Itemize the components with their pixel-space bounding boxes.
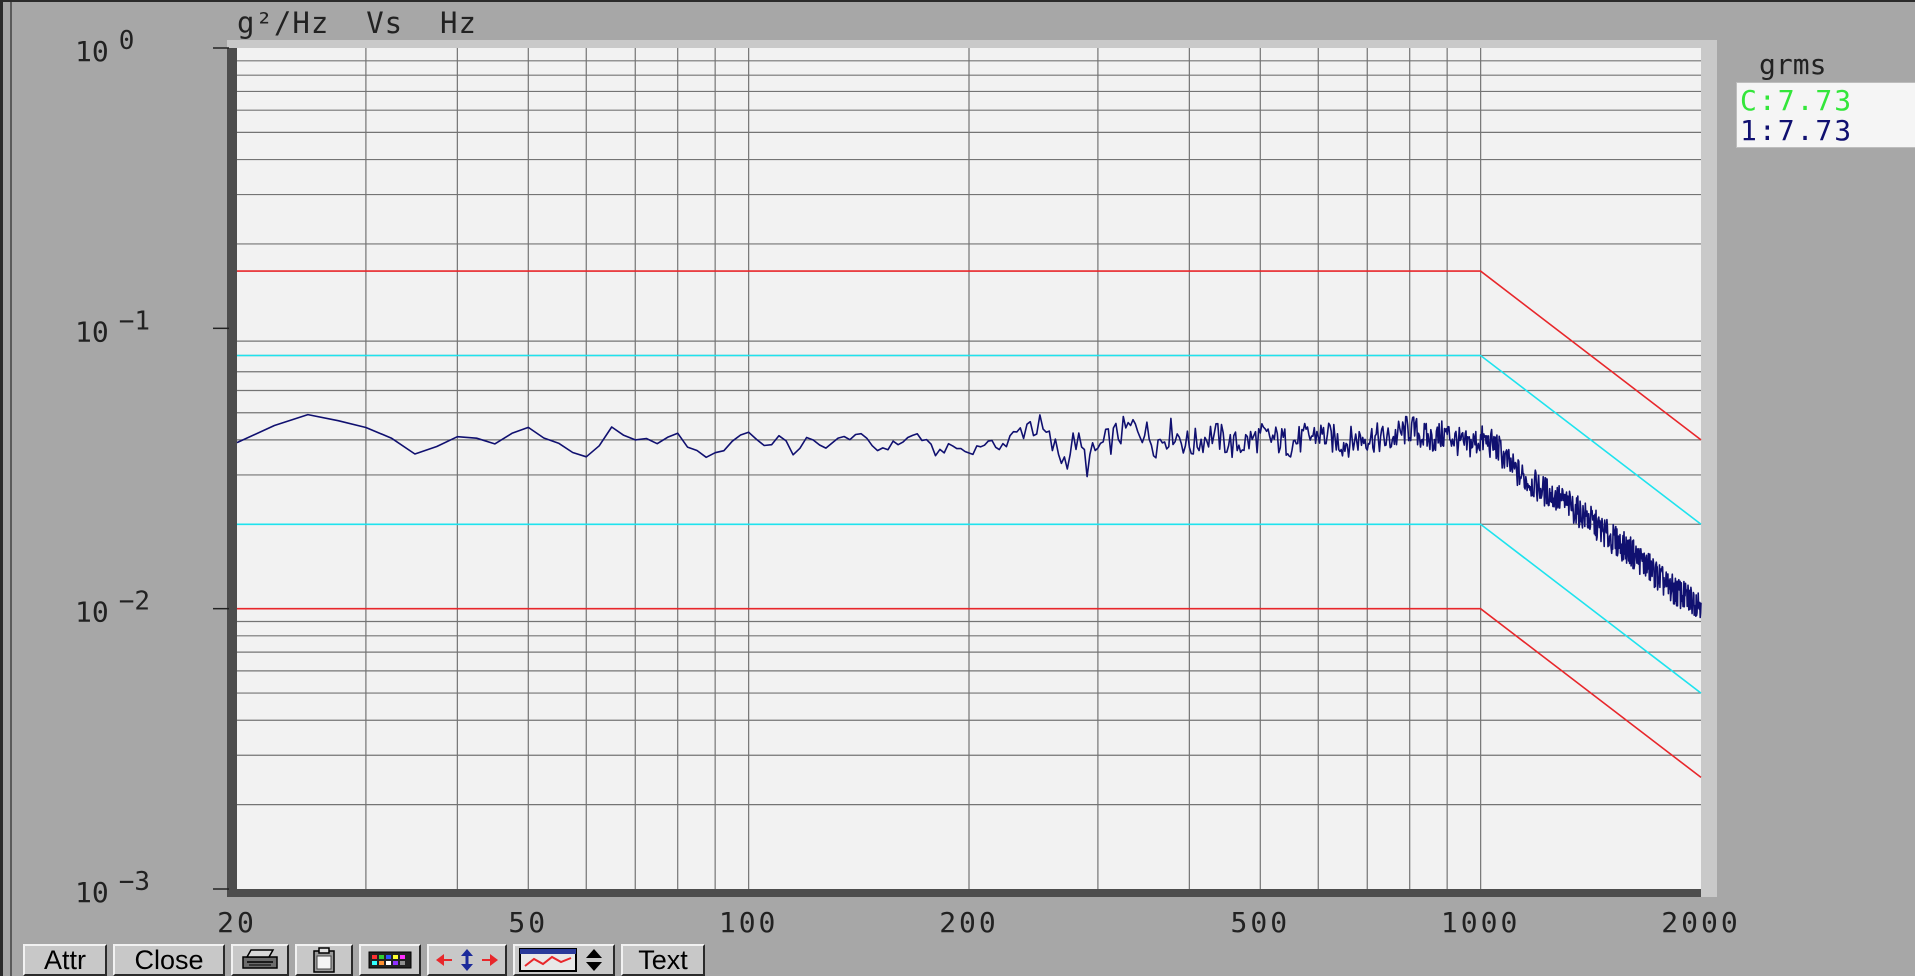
limit-line-abort-high [237,270,1702,441]
series-line-1 [236,413,1702,619]
legend-title: grms [1759,48,1827,81]
y-tick-label: 10 −3 [75,867,150,909]
clipboard-icon [313,947,335,973]
legend-box: C:7.73 1:7.73 [1736,82,1915,148]
printer-icon [242,949,278,969]
plot-settings-button[interactable] [513,944,615,976]
x-tick-label: 200 [939,906,999,939]
color-palette-icon [368,951,412,969]
plot-settings-icon [519,948,602,972]
x-tick-label: 500 [1231,906,1291,939]
y-tick-label: 10 0 [75,26,134,68]
limit-line-alarm-low [237,523,1702,694]
plot-frame-right [1701,40,1717,897]
color-palette-button[interactable] [359,944,421,976]
x-tick-label: 1000 [1441,906,1520,939]
plot-frame-bottom-shadow [227,889,1717,897]
text-button-label: Text [638,944,688,975]
plot-toolbar: Attr Close [23,944,705,976]
window-left-rule [10,2,12,976]
clipboard-button[interactable] [295,944,353,976]
x-tick-label: 20 [217,906,257,939]
limit-line-abort-low [237,607,1702,779]
print-button[interactable] [231,944,289,976]
y-tick-label: 10 −1 [75,306,150,348]
zoom-arrows-button[interactable] [427,944,507,976]
zoom-arrows-icon [436,949,498,971]
y-tick-label: 10 −2 [75,587,150,629]
attr-button[interactable]: Attr [23,944,107,976]
x-tick-label: 2000 [1661,906,1740,939]
plot-frame-left-shadow [227,40,237,897]
text-button[interactable]: Text [621,944,705,976]
close-button-label: Close [134,944,204,975]
close-button[interactable]: Close [113,944,225,976]
chart-title: g²/Hz Vs Hz [237,6,477,40]
x-tick-label: 50 [508,906,548,939]
plot-frame-top [227,40,1717,48]
legend-entry-channel-1: 1:7.73 [1740,114,1854,147]
attr-button-label: Attr [43,944,86,975]
legend-entry-control: C:7.73 [1740,84,1854,117]
limit-line-alarm-high [237,354,1702,525]
x-tick-label: 100 [719,906,779,939]
